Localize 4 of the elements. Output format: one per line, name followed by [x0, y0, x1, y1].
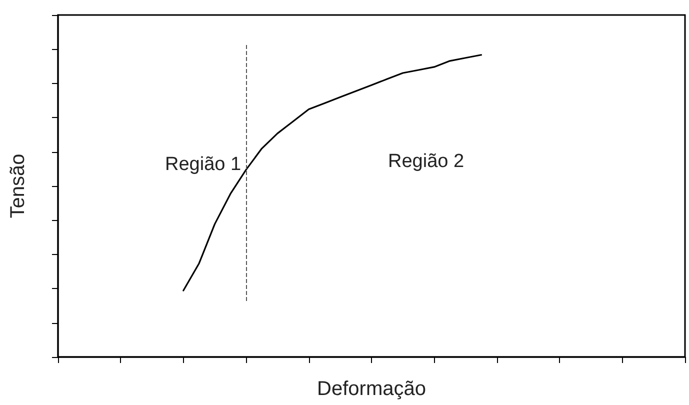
annotation: Região 1	[164, 154, 242, 175]
annotation: Região 2	[388, 151, 464, 172]
y-axis-title: Tensão	[7, 154, 29, 218]
x-axis-title: Deformação	[317, 378, 426, 400]
